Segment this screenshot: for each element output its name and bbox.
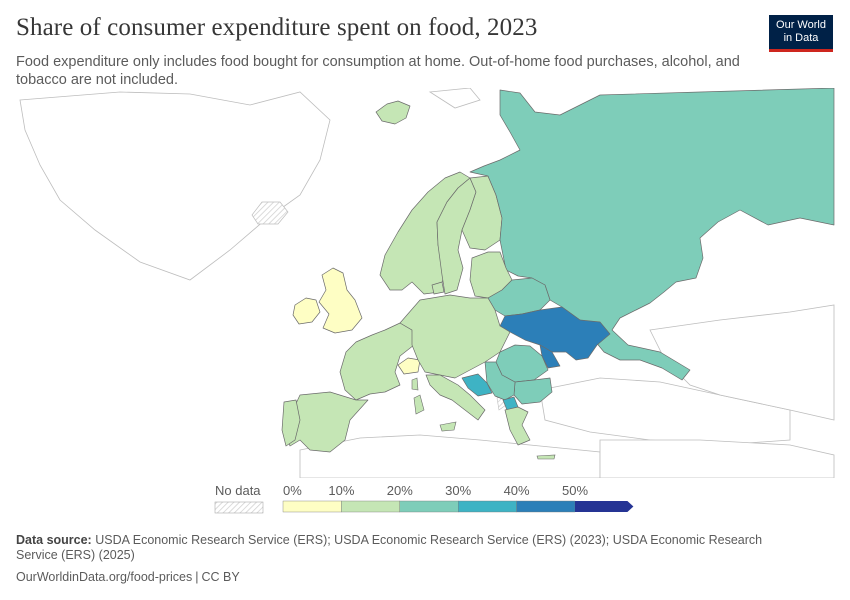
country-greece[interactable] bbox=[504, 406, 531, 446]
legend: No data 0% 10% 20% 30% 40% 50% bbox=[214, 483, 634, 514]
country-ukraine[interactable] bbox=[499, 306, 611, 361]
country-portugal[interactable] bbox=[281, 399, 301, 447]
country-moldova[interactable] bbox=[539, 344, 561, 369]
country-denmark[interactable] bbox=[431, 281, 445, 295]
country-bosnia-and-herzegovina[interactable] bbox=[461, 373, 493, 397]
islands bbox=[411, 377, 556, 460]
source-text: USDA Economic Research Service (ERS); US… bbox=[16, 533, 763, 562]
country-italy[interactable] bbox=[425, 374, 486, 421]
north-africa-outline bbox=[299, 434, 601, 478]
legend-tick-label: 30% bbox=[445, 483, 471, 498]
legend-bin-50-plus bbox=[575, 501, 634, 512]
logo-line-2: in Data bbox=[783, 31, 819, 44]
chart-subtitle: Food expenditure only includes food boug… bbox=[16, 54, 740, 88]
source-label: Data source: bbox=[16, 533, 92, 547]
crete bbox=[536, 454, 556, 460]
legend-tick-label: 50% bbox=[562, 483, 588, 498]
legend-tick-label: 40% bbox=[504, 483, 530, 498]
corsica bbox=[411, 377, 419, 391]
legend-bin-20-30 bbox=[399, 500, 459, 513]
greenland-outline bbox=[19, 91, 331, 281]
no-data-land bbox=[19, 88, 835, 478]
footer: OurWorldinData.org/food-prices | CC BY bbox=[16, 570, 240, 584]
legend-bin-10-20 bbox=[341, 500, 400, 513]
chart-title: Share of consumer expenditure spent on f… bbox=[16, 14, 538, 41]
legend-bin-0-10 bbox=[282, 500, 342, 513]
no-data-hatched-region bbox=[251, 201, 289, 225]
logo-line-1: Our World bbox=[776, 19, 826, 31]
legend-no-data-swatch bbox=[214, 501, 264, 514]
country-iceland[interactable] bbox=[375, 100, 411, 125]
legend-bin-40-50 bbox=[516, 500, 576, 513]
legend-tick-label: 0% bbox=[283, 483, 302, 498]
middle-east-outline bbox=[599, 439, 835, 478]
legend-tick-label: 20% bbox=[387, 483, 413, 498]
sicily bbox=[439, 421, 457, 432]
legend-bin-30-40 bbox=[458, 500, 517, 513]
legend-tick-label: 10% bbox=[328, 483, 354, 498]
sardinia bbox=[413, 394, 425, 415]
country-switzerland[interactable] bbox=[397, 357, 421, 375]
footer-license[interactable]: CC BY bbox=[201, 570, 240, 584]
country-ireland[interactable] bbox=[292, 297, 321, 325]
country-bulgaria[interactable] bbox=[513, 377, 553, 405]
country-central-europe[interactable] bbox=[399, 294, 511, 379]
owid-logo[interactable]: Our World in Data bbox=[769, 15, 833, 52]
legend-no-data-label: No data bbox=[215, 483, 261, 498]
svalbard-outline bbox=[428, 88, 481, 109]
footer-link[interactable]: OurWorldinData.org/food-prices bbox=[16, 570, 193, 584]
country-belarus[interactable] bbox=[487, 277, 551, 317]
country-united-kingdom[interactable] bbox=[318, 267, 363, 334]
country-serbia[interactable] bbox=[484, 361, 516, 401]
data-source: Data source: USDA Economic Research Serv… bbox=[16, 533, 776, 563]
choropleth-map[interactable] bbox=[0, 88, 850, 478]
footer-separator: | bbox=[195, 570, 199, 584]
turkey-outline bbox=[539, 377, 791, 446]
